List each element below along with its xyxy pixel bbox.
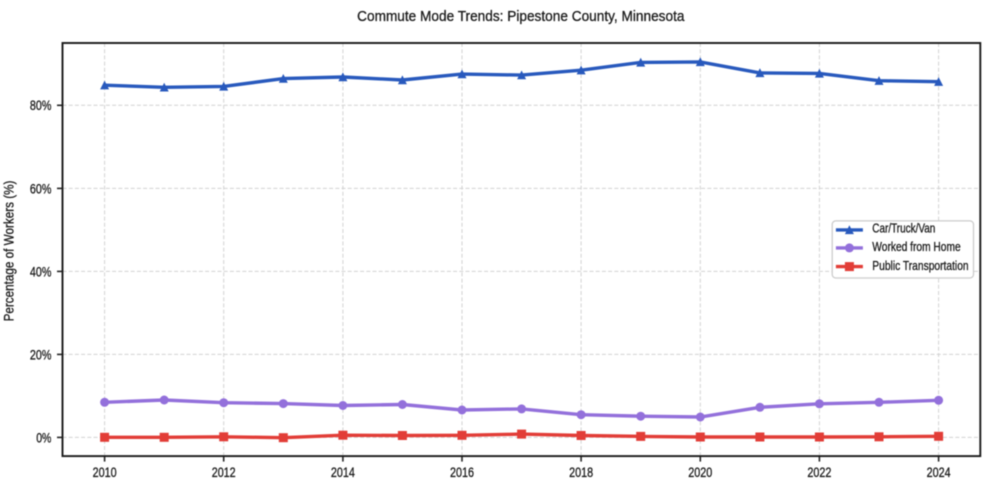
svg-text:2012: 2012 [212, 464, 236, 480]
svg-text:2024: 2024 [927, 464, 951, 480]
svg-text:2010: 2010 [93, 464, 117, 480]
svg-text:Worked from Home: Worked from Home [872, 239, 960, 254]
svg-text:2016: 2016 [450, 464, 474, 480]
svg-text:2014: 2014 [331, 464, 355, 480]
svg-text:40%: 40% [30, 263, 52, 279]
svg-text:2022: 2022 [807, 464, 831, 480]
svg-text:Car/Truck/Van: Car/Truck/Van [872, 221, 935, 236]
svg-text:80%: 80% [30, 97, 52, 113]
svg-text:Commute Mode Trends: Pipestone: Commute Mode Trends: Pipestone County, M… [357, 8, 685, 25]
svg-text:0%: 0% [36, 429, 51, 445]
svg-text:Percentage of Workers (%): Percentage of Workers (%) [0, 181, 16, 322]
svg-text:2018: 2018 [569, 464, 593, 480]
svg-text:Public Transportation: Public Transportation [872, 258, 968, 273]
svg-text:20%: 20% [30, 346, 52, 362]
svg-text:60%: 60% [30, 180, 52, 196]
svg-text:2020: 2020 [688, 464, 712, 480]
